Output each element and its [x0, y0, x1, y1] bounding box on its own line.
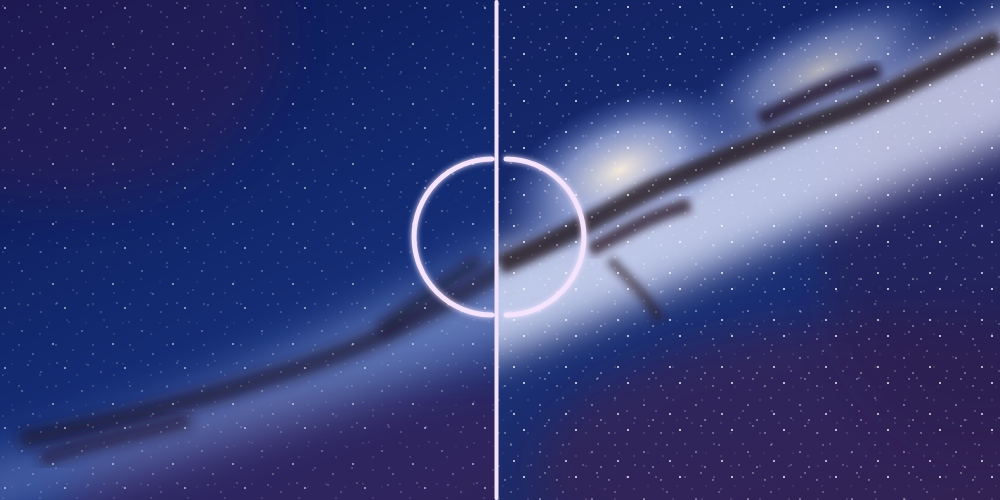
divider-line-shape	[494, 0, 499, 500]
slider-handle-left-arc-icon	[411, 156, 495, 318]
comparison-slider-handle[interactable]	[411, 156, 587, 318]
slider-handle-icon	[411, 156, 587, 318]
slider-handle-right-arc-icon	[503, 156, 587, 318]
comparison-divider-line[interactable]	[494, 0, 499, 500]
